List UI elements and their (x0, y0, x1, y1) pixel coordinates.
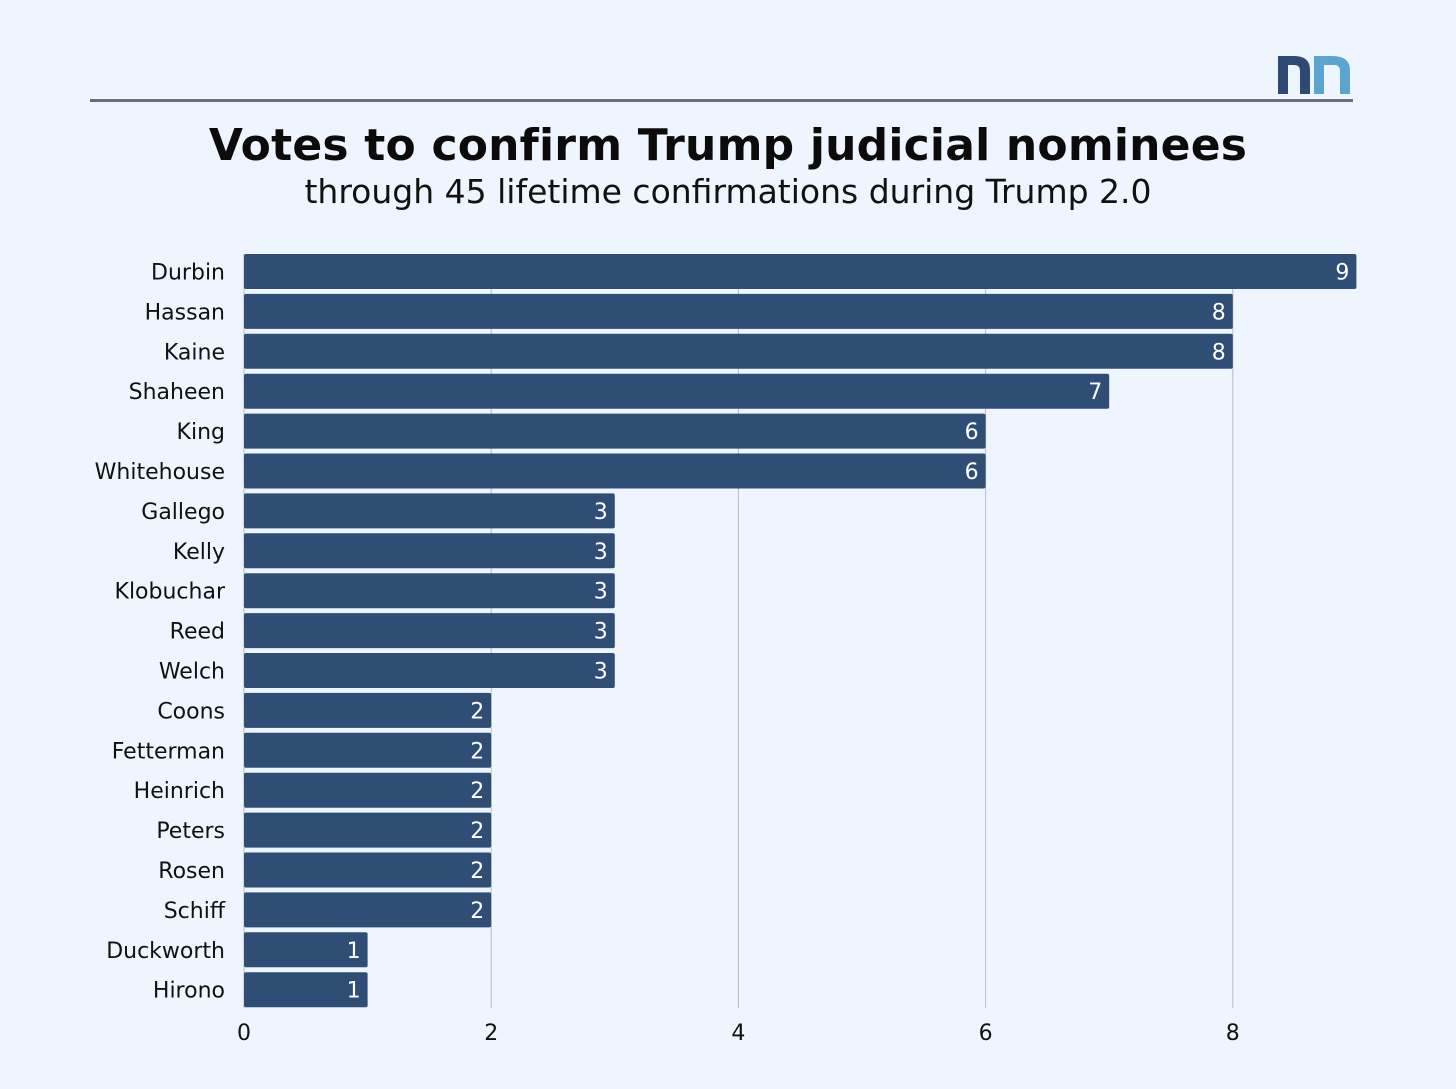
logo-letter-1 (1278, 56, 1310, 94)
value-label: 8 (1212, 300, 1226, 325)
category-label: Kaine (164, 340, 225, 365)
category-label: Gallego (141, 500, 225, 525)
category-label: Hirono (153, 979, 225, 1004)
value-label: 3 (594, 620, 608, 645)
value-label: 3 (594, 660, 608, 685)
chart-title: Votes to confirm Trump judicial nominees (208, 120, 1248, 171)
bar (244, 493, 615, 529)
value-label: 2 (470, 859, 484, 884)
value-label: 3 (594, 500, 608, 525)
category-label: Peters (156, 819, 225, 844)
x-tick-label: 4 (731, 1021, 745, 1046)
bar (244, 972, 368, 1008)
bar (244, 254, 1357, 289)
value-label: 2 (470, 899, 484, 924)
value-label: 9 (1335, 261, 1349, 286)
bar (244, 453, 986, 489)
bar (244, 413, 986, 449)
category-label: Shaheen (129, 380, 225, 405)
bar (244, 852, 492, 888)
category-label: Durbin (151, 261, 225, 286)
value-label: 1 (347, 939, 361, 964)
logo (1278, 56, 1350, 94)
bar (244, 653, 615, 688)
category-label: Whitehouse (95, 460, 225, 485)
x-tick-label: 6 (979, 1021, 993, 1046)
value-label: 2 (470, 699, 484, 724)
category-label: King (177, 420, 225, 445)
bars (244, 254, 1357, 1008)
value-label: 3 (594, 580, 608, 605)
category-label: Reed (170, 620, 225, 645)
x-tick-label: 2 (484, 1021, 498, 1046)
value-label: 1 (347, 979, 361, 1004)
x-tick-label: 0 (237, 1021, 251, 1046)
value-labels: 9 8 8 7 6 6 3 3 3 3 3 2 2 2 2 2 2 1 1 (347, 261, 1350, 1004)
bar (244, 932, 368, 968)
value-label: 6 (965, 460, 979, 485)
value-label: 3 (594, 540, 608, 565)
category-label: Coons (157, 699, 225, 724)
header-rule (90, 99, 1353, 102)
value-label: 2 (470, 739, 484, 764)
category-label: Klobuchar (115, 580, 226, 605)
category-label: Rosen (158, 859, 225, 884)
category-label: Duckworth (106, 939, 225, 964)
bar (244, 373, 1110, 409)
value-label: 2 (470, 779, 484, 804)
category-labels: Durbin Hassan Kaine Shaheen King Whitehouse Ga… (95, 261, 226, 1004)
category-label: Fetterman (112, 739, 225, 764)
category-label: Schiff (164, 899, 226, 924)
category-label: Kelly (173, 540, 225, 565)
bar (244, 892, 492, 928)
value-label: 6 (965, 420, 979, 445)
category-label: Heinrich (134, 779, 225, 804)
bar (244, 333, 1233, 369)
value-label: 2 (470, 819, 484, 844)
bar (244, 812, 492, 848)
x-axis-ticks: 0 2 4 6 8 (237, 1021, 1240, 1046)
bar (244, 732, 492, 768)
value-label: 7 (1088, 380, 1102, 405)
bar (244, 533, 615, 569)
bar (244, 613, 615, 649)
bar (244, 692, 492, 728)
category-label: Hassan (145, 300, 225, 325)
x-tick-label: 8 (1226, 1021, 1240, 1046)
bar (244, 293, 1233, 329)
logo-letter-2 (1314, 56, 1350, 94)
value-label: 8 (1212, 340, 1226, 365)
bar (244, 573, 615, 609)
category-label: Welch (159, 660, 225, 685)
chart-subtitle: through 45 lifetime confirmations during… (304, 172, 1152, 211)
bar (244, 772, 492, 808)
